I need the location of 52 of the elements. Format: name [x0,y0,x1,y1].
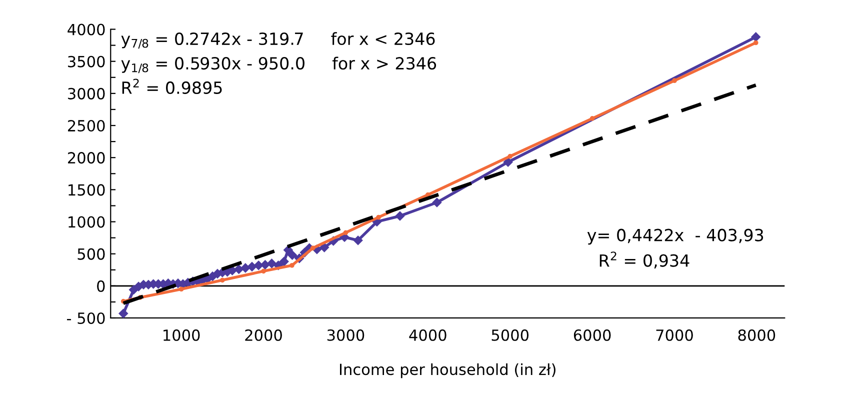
point [508,154,513,159]
annotation: y= 0,4422x - 403,93 [587,228,764,245]
point [432,198,442,208]
point [240,263,250,273]
point [343,230,348,236]
point [220,278,225,283]
x-tick-label: 6000 [574,329,611,341]
annotation: y$_{7/8}$ = 0.2742x - 319.7 for x < 2346 [121,32,435,49]
x-tick-label: 8000 [738,329,776,341]
point [503,157,513,167]
y-tick-label: 0 [97,280,105,292]
y-tick-label: 2000 [68,152,105,164]
point [247,262,257,272]
x-axis-title: Income per household (in zł) [340,363,556,378]
point [129,285,138,294]
x-tick-label: 5000 [492,329,529,341]
point [118,308,128,318]
y-tick-label: 3000 [68,88,105,100]
x-tick-label: 4000 [409,329,446,341]
point [320,242,329,252]
point [267,258,276,268]
annotation: R$^{2}$ = 0.9895 [122,78,222,94]
point [310,246,316,250]
point [376,214,382,220]
point [395,211,405,221]
point [178,286,184,292]
point [279,256,289,266]
annotation: y$_{1/8}$ = 0.5930x - 950.0 for x > 2346 [121,56,436,74]
y-tick-label: 4000 [68,24,105,36]
point [260,260,270,270]
point [751,32,760,42]
point [753,40,758,46]
point [261,268,266,274]
y-tick-label: 2500 [68,120,105,132]
x-tick-label: 7000 [656,329,693,341]
point [672,78,677,84]
point [254,260,264,270]
point [590,116,595,121]
y-tick-label: 3500 [68,56,105,68]
annotation: R$^{2}$ = 0,934 [600,252,690,269]
y-tick-label: 1000 [68,216,105,228]
point [234,264,244,274]
y-tick-label: 1500 [68,184,105,196]
point [353,236,363,245]
x-tick-label: 2000 [245,329,282,341]
x-tick-label: 3000 [327,329,364,341]
point [290,262,294,268]
y-tick-label: - 500 [66,312,105,324]
y-tick-label: 500 [78,248,105,260]
x-tick-label: 1000 [164,329,200,341]
point [288,250,297,260]
point [425,192,430,198]
